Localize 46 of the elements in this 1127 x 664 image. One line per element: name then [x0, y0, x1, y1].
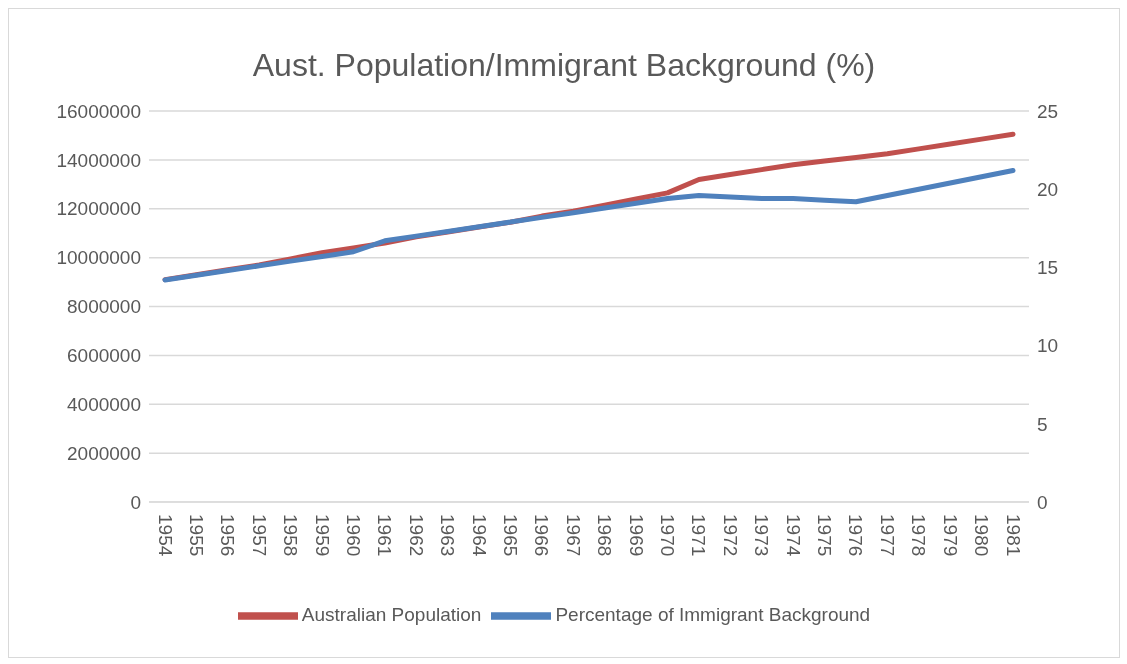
- x-tick-label: 1975: [814, 514, 836, 557]
- x-tick-label: 1954: [154, 514, 176, 557]
- x-tick-label: 1959: [311, 514, 333, 557]
- y-tick-label: 0: [130, 491, 141, 513]
- x-tick-label: 1976: [845, 514, 867, 557]
- x-tick-label: 1966: [531, 514, 553, 557]
- y-tick-label: 10000000: [56, 247, 141, 269]
- x-tick-label: 1978: [908, 514, 930, 557]
- x-tick-label: 1961: [374, 514, 396, 557]
- y2-tick-label: 25: [1037, 100, 1059, 122]
- x-tick-label: 1964: [468, 514, 490, 557]
- x-tick-label: 1962: [405, 514, 427, 557]
- y2-tick-label: 20: [1037, 178, 1059, 200]
- x-tick-label: 1960: [342, 514, 364, 557]
- x-tick-label: 1968: [594, 514, 616, 557]
- y-tick-label: 6000000: [67, 345, 141, 367]
- x-tick-label: 1955: [185, 514, 207, 557]
- y-tick-label: 12000000: [56, 198, 141, 220]
- x-tick-label: 1973: [751, 514, 773, 557]
- y2-tick-label: 5: [1037, 413, 1048, 435]
- x-tick-label: 1980: [971, 514, 993, 557]
- x-tick-label: 1974: [782, 514, 804, 557]
- x-tick-label: 1971: [688, 514, 710, 557]
- y-tick-label: 14000000: [56, 149, 141, 171]
- y2-tick-label: 10: [1037, 335, 1059, 357]
- y-tick-label: 8000000: [67, 296, 141, 318]
- legend-label: Australian Population: [301, 604, 482, 626]
- y2-tick-label: 0: [1037, 491, 1048, 513]
- x-tick-label: 1967: [562, 514, 584, 557]
- x-tick-label: 1977: [876, 514, 898, 557]
- x-tick-label: 1956: [217, 514, 239, 557]
- x-tick-label: 1972: [719, 514, 741, 557]
- x-tick-label: 1979: [939, 514, 961, 557]
- x-tick-label: 1970: [657, 514, 679, 557]
- y-tick-label: 16000000: [56, 100, 141, 122]
- x-tick-label: 1957: [248, 514, 270, 557]
- chart-title: Aust. Population/Immigrant Background (%): [251, 47, 877, 85]
- x-tick-label: 1958: [280, 514, 302, 557]
- x-tick-label: 1969: [625, 514, 647, 557]
- x-tick-label: 1965: [499, 514, 521, 557]
- legend-label: Percentage of Immigrant Background: [555, 604, 871, 626]
- x-tick-label: 1963: [437, 514, 459, 557]
- y2-tick-label: 15: [1037, 257, 1059, 279]
- x-tick-label: 1981: [1002, 514, 1024, 557]
- y-tick-label: 4000000: [67, 393, 141, 415]
- y-tick-label: 2000000: [67, 442, 141, 464]
